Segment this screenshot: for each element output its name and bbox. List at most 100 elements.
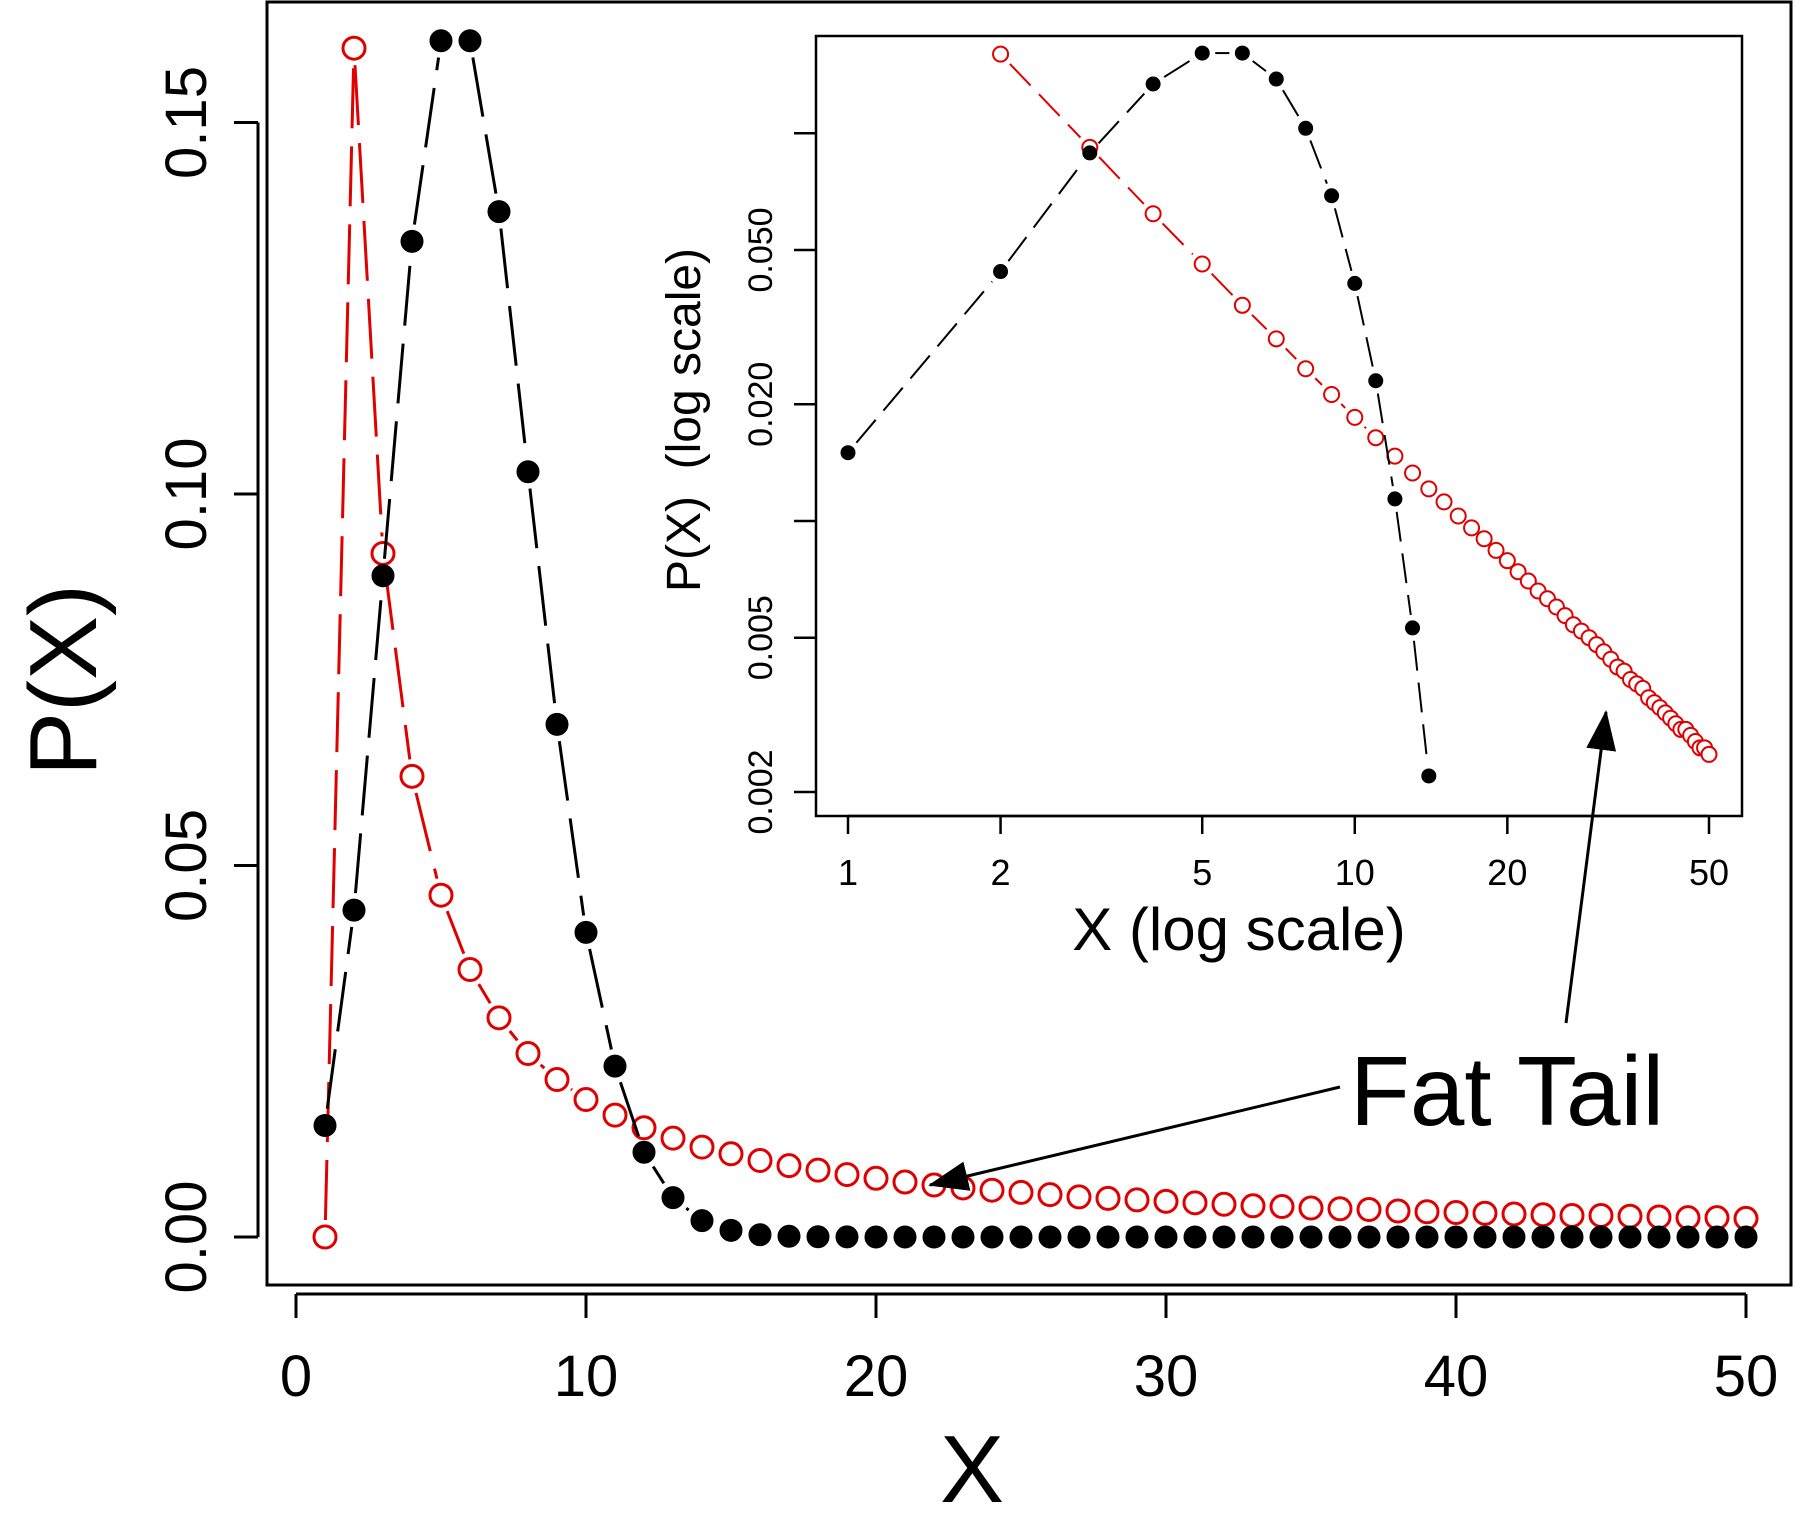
inset-black-series-0-point	[1234, 45, 1250, 61]
main-x-tick-label: 50	[1714, 1344, 1779, 1409]
main-red-series-0-point	[1617, 1203, 1643, 1229]
main-black-series-0-point	[1096, 1225, 1120, 1249]
main-black-series-0-point	[1589, 1225, 1613, 1249]
main-red-series-0-point	[805, 1157, 831, 1183]
main-red-series-0-point	[1124, 1187, 1150, 1213]
inset-x-tick-label: 5	[1192, 852, 1212, 893]
inset-red-series-0-segment	[1251, 314, 1268, 331]
inset-red-series-0-segment	[1285, 347, 1297, 360]
inset-red-series-0-point	[1700, 745, 1718, 763]
main-red-series-0-point	[602, 1102, 628, 1128]
inset-black-series-0-segment	[1412, 640, 1429, 764]
main-red-series-0-point	[312, 1224, 338, 1250]
main-black-series-0-point	[632, 1140, 656, 1164]
main-black-series-0-segment	[325, 926, 354, 1109]
inset-black-series-0-segment	[1097, 92, 1146, 145]
inset-y-tick-label: 0.020	[742, 362, 780, 447]
main-black-series-0-segment	[588, 948, 613, 1050]
main-black-series-0-segment	[353, 592, 384, 894]
inset-black-series-0-segment	[855, 280, 993, 444]
inset-axes: 1 2 5 10 20 50 0.002 0.005 0.020 0.050	[742, 132, 1729, 893]
inset-black-series-0-segment	[1309, 140, 1328, 184]
fat-tail-arrow-inset	[1564, 710, 1617, 1024]
main-black-series-0-point	[1009, 1225, 1033, 1249]
main-red-series-0-point	[1240, 1193, 1266, 1219]
main-black-series-0-point	[1618, 1225, 1642, 1249]
main-series-layer	[312, 29, 1759, 1250]
main-black-series-0-point	[1473, 1225, 1497, 1249]
main-y-tick-label: 0.10	[154, 438, 219, 551]
main-black-series-0-point	[429, 29, 453, 53]
main-black-series-0-point	[545, 712, 569, 736]
main-red-series-0-point	[1298, 1195, 1324, 1221]
main-black-series-0-point	[893, 1225, 917, 1249]
main-black-series-0-point	[1270, 1225, 1294, 1249]
inset-red-series-0-point	[1193, 255, 1211, 273]
main-y-tick-label: 0.05	[154, 809, 219, 922]
main-black-series-0-point	[458, 29, 482, 53]
main-red-series-0-point	[515, 1040, 541, 1066]
main-black-series-0-segment	[528, 488, 557, 708]
inset-red-series-0-segment	[1098, 156, 1145, 205]
main-red-series-0-point	[1559, 1202, 1585, 1228]
main-red-series-0-point	[689, 1134, 715, 1160]
main-black-series-0-point	[1125, 1225, 1149, 1249]
main-black-series-0-point	[922, 1225, 946, 1249]
main-red-series-0-point	[979, 1177, 1005, 1203]
main-black-series-0-segment	[685, 1207, 690, 1212]
main-x-tick-label: 30	[1134, 1344, 1199, 1409]
inset-red-series-0-point	[1449, 507, 1467, 525]
main-red-series-0-point	[660, 1125, 686, 1151]
inset-black-series-0-segment	[1163, 59, 1192, 78]
main-black-series-0-point	[1357, 1225, 1381, 1249]
inset-black-series-0-point	[840, 445, 856, 461]
main-black-series-0-point	[1038, 1225, 1062, 1249]
main-red-series-0-point	[370, 540, 396, 566]
main-red-series-0-segment	[445, 910, 466, 955]
main-red-series-0-segment	[353, 65, 384, 537]
main-black-series-0-point	[980, 1225, 1004, 1249]
inset-red-series-0-segment	[1210, 273, 1234, 297]
inset-black-series-0-point	[1298, 120, 1314, 136]
inset-red-series-0-segment	[1009, 63, 1082, 139]
main-black-series-0-point	[1531, 1225, 1555, 1249]
inset-red-series-0-point	[1233, 296, 1251, 314]
main-black-series-0-point	[400, 229, 424, 253]
main-red-series-0-point	[1066, 1184, 1092, 1210]
main-red-series-0-point	[1675, 1205, 1701, 1231]
main-red-series-0-point	[1501, 1201, 1527, 1227]
inset-black-series-0-point	[1082, 145, 1098, 161]
main-x-tick-label: 20	[844, 1344, 909, 1409]
main-black-series-0-point	[1241, 1225, 1265, 1249]
inset-red-series-0-point	[1323, 385, 1341, 403]
main-red-series-0-point	[1153, 1188, 1179, 1214]
inset-x-axis-title: X (log scale)	[1072, 896, 1405, 963]
inset-black-series-0-point	[1368, 373, 1384, 389]
main-black-series-0-point	[487, 200, 511, 224]
inset-black-series-0-segment	[1252, 60, 1267, 72]
main-x-tick-label: 40	[1424, 1344, 1489, 1409]
inset-plot-frame	[814, 34, 1744, 818]
inset-red-series-0-point	[992, 45, 1010, 63]
main-x-tick-label: 10	[554, 1344, 619, 1409]
main-red-series-0-point	[1327, 1196, 1353, 1222]
main-red-series-0-point	[747, 1147, 773, 1173]
inset-red-series-0-segment	[1363, 426, 1367, 430]
inset-red-series-0-segment	[1314, 377, 1323, 386]
main-black-series-0-point	[1154, 1225, 1178, 1249]
inset-black-series-0-segment	[1356, 295, 1374, 369]
main-red-series-0-segment	[477, 983, 492, 1005]
main-black-series-0-point	[864, 1225, 888, 1249]
fat-tail-annotation: Fat Tail	[1350, 1036, 1664, 1146]
main-black-series-0-point	[1444, 1225, 1468, 1249]
inset-y-tick-label: 0.002	[742, 749, 780, 834]
main-black-series-0-point	[1067, 1225, 1091, 1249]
main-black-series-0-point	[1647, 1225, 1671, 1249]
main-red-series-0-point	[1530, 1202, 1556, 1228]
inset-red-series-0-point	[1420, 480, 1438, 498]
main-red-series-0-point	[1646, 1204, 1672, 1230]
inset-series-layer	[840, 45, 1718, 784]
main-red-series-0-point	[457, 957, 483, 983]
inset-x-tick-label: 10	[1335, 852, 1375, 893]
